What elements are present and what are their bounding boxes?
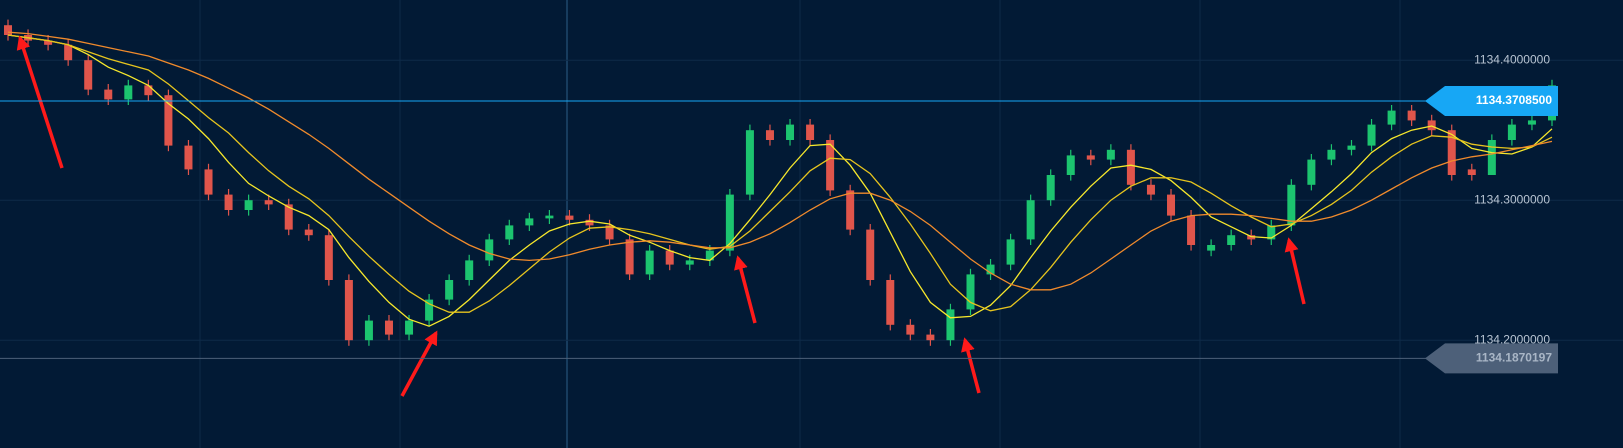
candle-body [164, 95, 173, 146]
y-tick-label: 1134.2000000 [1474, 332, 1550, 346]
candle-body [1066, 155, 1075, 175]
candle-body [1527, 120, 1536, 125]
candle-body [545, 215, 554, 219]
candle-body [144, 85, 153, 96]
candle-body [525, 218, 534, 226]
candle-body [645, 250, 654, 275]
candle-body [1247, 235, 1256, 240]
candle-body [1367, 124, 1376, 146]
candle-body [946, 309, 955, 341]
candle-body [1046, 175, 1055, 201]
candle-body [84, 60, 93, 90]
candle-body [765, 130, 774, 140]
candle-body [605, 225, 614, 240]
candle-body [1287, 184, 1296, 226]
candle-body [1507, 124, 1516, 140]
price-tag [1425, 86, 1558, 117]
candle-body [124, 85, 133, 100]
vertical-grid [199, 0, 1401, 448]
candle-body [344, 280, 353, 341]
y-tick-label: 1134.3000000 [1474, 192, 1550, 206]
candle-body [324, 235, 333, 280]
candle-body [745, 130, 754, 195]
candle-body [986, 264, 995, 275]
price-tag-label: 1134.3708500 [1476, 93, 1552, 107]
annotation-arrows [16, 35, 1306, 397]
candle-body [1167, 194, 1176, 216]
candle-body [184, 145, 193, 170]
candle-body [1106, 149, 1115, 160]
candle-body [685, 260, 694, 265]
price-tag [1425, 343, 1558, 374]
candle-body [465, 260, 474, 280]
candle-body [104, 89, 113, 100]
candle-body [505, 225, 514, 240]
candle-body [1467, 169, 1476, 175]
candle-body [1447, 130, 1456, 175]
candle-body [44, 40, 53, 45]
candle-body [364, 320, 373, 341]
candle-body [1427, 120, 1436, 131]
candle-body [625, 239, 634, 275]
candle-body [1207, 245, 1216, 251]
candle-body [244, 200, 253, 210]
candle-body [384, 320, 393, 335]
candle-body [445, 280, 454, 300]
candle-body [906, 324, 915, 335]
candle-body [725, 194, 734, 251]
candle-body [665, 250, 674, 265]
candle-body [284, 204, 293, 230]
candle-body [826, 140, 835, 191]
candle-body [1227, 235, 1236, 245]
candle-body [1307, 159, 1316, 185]
candle-body [565, 215, 574, 220]
candle-body [786, 124, 795, 140]
candle-body [926, 334, 935, 341]
moving-average-line [7, 31, 1553, 291]
candle-body [1487, 140, 1496, 175]
candle-body [4, 25, 12, 35]
candle-body [405, 320, 414, 335]
candle-body [1126, 149, 1135, 185]
candle-body [224, 194, 233, 210]
candle-body [1146, 184, 1155, 195]
candle-body [1407, 110, 1416, 121]
candle-body [264, 200, 273, 205]
candle-body [866, 229, 875, 280]
candle-body [64, 44, 73, 61]
candle-body [1006, 239, 1015, 265]
candle-body [1387, 110, 1396, 125]
candle-body [1026, 200, 1035, 240]
candle-body [1086, 155, 1095, 160]
candle-body [1347, 145, 1356, 150]
y-tick-label: 1134.4000000 [1474, 52, 1550, 66]
candle-body [1327, 149, 1336, 160]
candle-body [806, 124, 815, 140]
moving-average-line [7, 34, 1553, 313]
candle-body [705, 250, 714, 261]
candle-body [966, 274, 975, 310]
candle-body [585, 219, 594, 226]
candle-body [1267, 225, 1276, 240]
candle-body [1187, 215, 1196, 245]
candle-body [886, 280, 895, 325]
candle-body [846, 190, 855, 230]
price-tag-label: 1134.1870197 [1476, 351, 1552, 365]
candle-body [204, 169, 213, 195]
candle-body [425, 299, 434, 321]
candle-body [304, 229, 313, 236]
candle-body [485, 239, 494, 261]
